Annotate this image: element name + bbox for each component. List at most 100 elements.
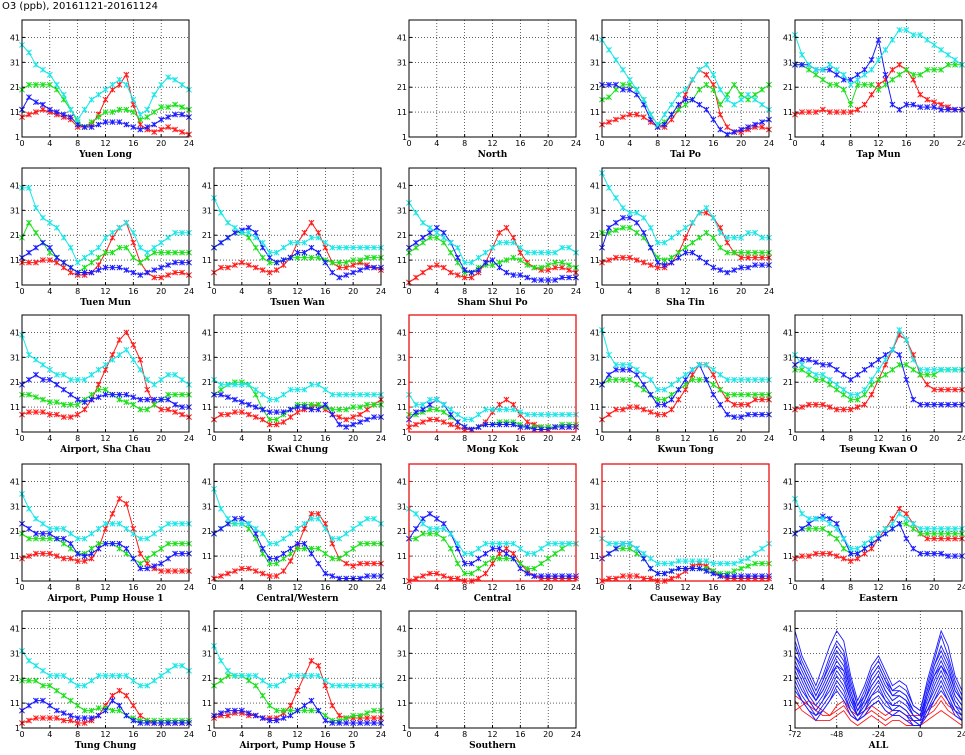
data-point xyxy=(606,184,612,191)
data-point xyxy=(805,109,812,116)
data-point xyxy=(633,545,640,552)
data-point xyxy=(280,244,287,251)
data-point xyxy=(130,555,137,562)
data-point xyxy=(245,672,252,679)
x-tick-label: 24 xyxy=(571,583,581,592)
data-point xyxy=(26,49,32,56)
data-point xyxy=(144,396,151,403)
data-point xyxy=(875,530,882,537)
data-point xyxy=(812,515,819,522)
data-point xyxy=(745,124,752,130)
data-point xyxy=(88,269,95,276)
y-tick-label: 11 xyxy=(397,403,407,412)
data-point xyxy=(46,366,53,373)
data-point xyxy=(102,249,109,256)
data-point xyxy=(109,391,116,398)
data-point xyxy=(675,396,682,403)
data-point xyxy=(137,121,144,128)
data-point xyxy=(903,535,910,542)
data-point xyxy=(413,274,419,281)
y-tick-label: 31 xyxy=(202,206,212,215)
data-point xyxy=(952,386,958,393)
x-tick-label: -24 xyxy=(872,730,885,739)
data-point xyxy=(731,560,738,567)
data-point xyxy=(364,244,371,251)
data-point xyxy=(633,229,640,236)
x-tick-label: 16 xyxy=(320,583,330,592)
data-point xyxy=(931,525,938,532)
data-point xyxy=(496,406,503,413)
data-point xyxy=(938,46,945,53)
data-point xyxy=(74,411,81,418)
data-point xyxy=(238,381,245,388)
data-point xyxy=(531,550,538,557)
data-point xyxy=(116,540,123,547)
data-point xyxy=(433,262,440,269)
data-point xyxy=(503,550,510,557)
data-point xyxy=(826,66,833,73)
data-point xyxy=(165,568,172,574)
data-point xyxy=(218,505,224,512)
data-point xyxy=(875,376,882,383)
data-point xyxy=(545,249,552,256)
x-tick-label: 0 xyxy=(211,287,216,296)
data-point xyxy=(67,530,74,537)
x-tick-label: 12 xyxy=(100,139,110,148)
data-point xyxy=(137,366,144,373)
data-point xyxy=(924,401,931,408)
data-point xyxy=(151,249,158,256)
data-point xyxy=(875,56,882,63)
data-point xyxy=(88,707,95,714)
data-point xyxy=(350,391,357,398)
data-point xyxy=(364,264,371,271)
data-point xyxy=(336,712,343,719)
data-point xyxy=(357,244,364,251)
data-point xyxy=(668,406,675,413)
data-point xyxy=(259,545,266,552)
data-point xyxy=(647,224,654,231)
data-point xyxy=(102,386,109,393)
data-point xyxy=(945,401,952,408)
data-point xyxy=(559,244,566,251)
data-point xyxy=(301,239,308,246)
data-point xyxy=(833,535,840,542)
series-line-5 xyxy=(794,634,963,712)
data-point xyxy=(531,565,538,572)
data-point xyxy=(266,560,273,567)
data-point xyxy=(364,515,371,522)
data-point xyxy=(419,239,426,246)
data-point xyxy=(696,209,703,216)
data-point xyxy=(745,264,752,271)
data-point xyxy=(868,391,875,398)
data-point xyxy=(123,71,130,78)
data-point xyxy=(26,717,32,724)
data-point xyxy=(413,421,419,428)
data-point xyxy=(26,525,32,532)
data-point xyxy=(53,109,60,116)
x-tick-label: 20 xyxy=(736,434,746,443)
data-point xyxy=(717,86,724,93)
data-point xyxy=(39,239,46,246)
data-point xyxy=(172,229,179,236)
data-point xyxy=(724,573,731,579)
data-point xyxy=(144,269,151,276)
y-tick-label: 11 xyxy=(397,108,407,117)
data-point xyxy=(109,672,116,679)
data-point xyxy=(931,535,938,542)
data-point xyxy=(95,254,102,261)
data-point xyxy=(819,376,826,383)
data-point xyxy=(566,424,572,430)
data-point xyxy=(447,269,454,276)
data-point xyxy=(158,274,165,281)
data-point xyxy=(144,114,151,121)
data-point xyxy=(130,124,137,130)
data-point xyxy=(130,341,137,348)
data-point xyxy=(413,510,419,517)
y-tick-label: 21 xyxy=(397,674,407,683)
data-point xyxy=(496,421,503,428)
data-point xyxy=(419,573,426,579)
data-point xyxy=(945,61,952,68)
